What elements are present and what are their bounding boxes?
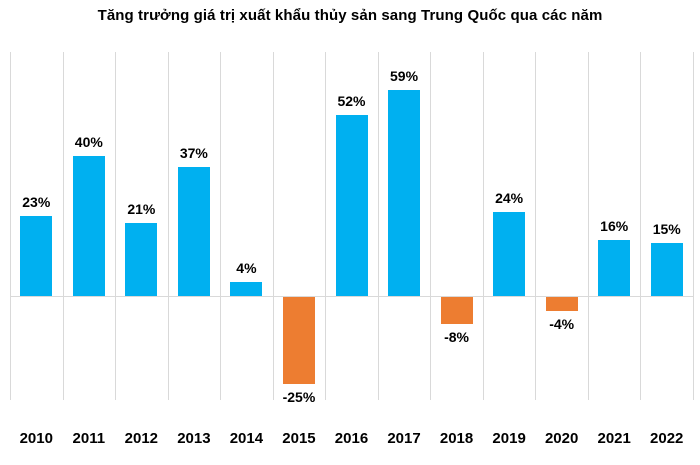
x-tick-label-2016: 2016 xyxy=(334,430,369,447)
vertical-gridline xyxy=(325,52,327,400)
bar-2010 xyxy=(20,215,53,296)
x-tick-label-2015: 2015 xyxy=(282,430,316,447)
data-label-2011: 40% xyxy=(74,134,103,151)
bar-2022 xyxy=(650,243,683,296)
data-label-2017: 59% xyxy=(390,68,419,85)
x-tick-label-2018: 2018 xyxy=(439,430,474,447)
data-label-2014: 4% xyxy=(236,259,257,276)
data-label-2015: -25% xyxy=(282,388,316,405)
vertical-gridline xyxy=(535,52,537,400)
vertical-gridline xyxy=(62,52,64,400)
data-label-2016: 52% xyxy=(337,92,366,109)
bar-2019 xyxy=(493,212,526,296)
vertical-gridline xyxy=(10,52,11,400)
data-label-2022: 15% xyxy=(652,221,681,238)
data-label-2020: -4% xyxy=(549,315,575,332)
x-tick-label-2014: 2014 xyxy=(229,430,264,447)
x-tick-label-2013: 2013 xyxy=(177,430,211,447)
vertical-gridline xyxy=(482,52,484,400)
data-label-2010: 23% xyxy=(22,193,51,210)
vertical-gridline xyxy=(693,52,694,400)
data-label-2019: 24% xyxy=(495,190,524,207)
x-tick-label-2010: 2010 xyxy=(19,430,53,447)
x-tick-label-2017: 2017 xyxy=(387,430,421,447)
bar-2018 xyxy=(440,296,473,325)
bar-2013 xyxy=(177,166,210,296)
bar-2020 xyxy=(545,296,578,311)
data-label-2012: 21% xyxy=(127,200,156,217)
x-tick-label-2021: 2021 xyxy=(597,430,631,447)
vertical-gridline xyxy=(430,52,432,400)
chart-title: Tăng trưởng giá trị xuất khẩu thủy sản s… xyxy=(97,7,603,24)
x-tick-label-2022: 2022 xyxy=(650,430,684,447)
bar-2015 xyxy=(282,296,315,384)
bar-2011 xyxy=(72,156,105,296)
bar-2016 xyxy=(335,114,368,296)
vertical-gridline xyxy=(377,52,379,400)
vertical-gridline xyxy=(587,52,589,400)
vertical-gridline xyxy=(167,52,169,400)
bar-2021 xyxy=(598,239,631,296)
bar-2012 xyxy=(125,222,158,296)
data-label-2018: -8% xyxy=(444,329,470,346)
x-tick-label-2019: 2019 xyxy=(492,430,526,447)
bar-2014 xyxy=(230,281,263,296)
data-label-2013: 37% xyxy=(179,144,208,161)
data-label-2021: 16% xyxy=(600,217,629,234)
vertical-gridline xyxy=(220,52,222,400)
vertical-gridline xyxy=(115,52,117,400)
zero-axis-line xyxy=(10,295,693,297)
x-tick-label-2020: 2020 xyxy=(544,430,579,447)
vertical-gridline xyxy=(640,52,642,400)
vertical-gridline xyxy=(272,52,274,400)
x-tick-label-2012: 2012 xyxy=(124,430,159,447)
x-tick-label-2011: 2011 xyxy=(72,430,106,447)
bar-2017 xyxy=(388,90,421,296)
